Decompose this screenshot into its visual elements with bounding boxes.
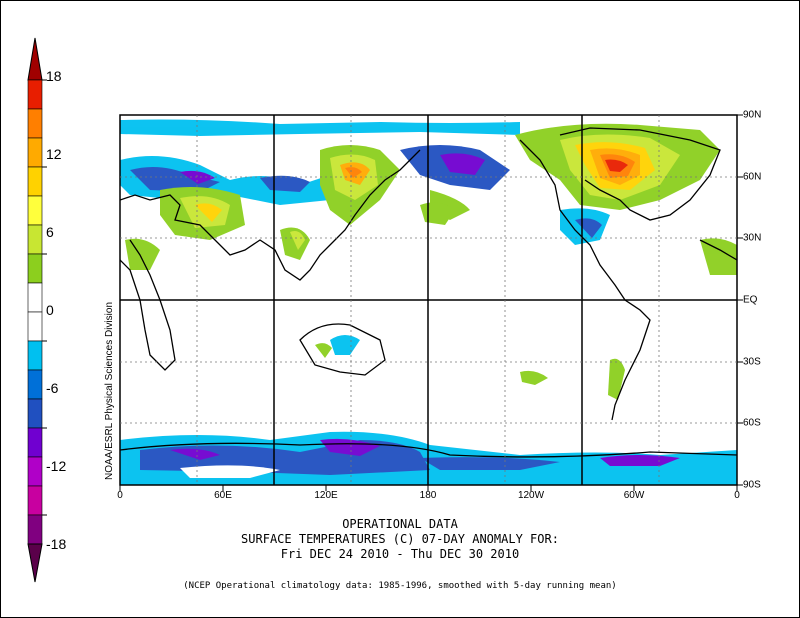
title-line-3: Fri DEC 24 2010 - Thu DEC 30 2010 xyxy=(280,547,520,561)
credit-text: NOAA/ESRL Physical Sciences Division xyxy=(104,301,115,480)
colorbar-band xyxy=(27,311,43,342)
colorbar-band xyxy=(27,369,43,400)
lat-label-90s: 90S xyxy=(743,479,761,491)
colorbar-band xyxy=(27,195,43,226)
lon-label-60w: 60W xyxy=(623,490,645,501)
colorbar-band xyxy=(27,137,43,168)
lon-label-0-right: 0 xyxy=(734,490,740,501)
lon-label-180: 180 xyxy=(419,490,437,501)
colorbar-bottom-arrow xyxy=(27,543,43,583)
colorbar-top-arrow xyxy=(27,37,43,81)
colorbar-band xyxy=(27,427,43,458)
scale-label-6: 6 xyxy=(46,224,54,240)
colorbar-band xyxy=(27,253,43,284)
colorbar-band xyxy=(27,166,43,197)
colorbar-band xyxy=(27,340,43,371)
title-line-1: OPERATIONAL DATA xyxy=(342,517,458,531)
footnote: (NCEP Operational climatology data: 1985… xyxy=(183,581,617,591)
colorbar-band xyxy=(27,282,43,313)
scale-label-18: 18 xyxy=(46,68,62,84)
colorbar-band xyxy=(27,79,43,110)
scale-label-neg12: -12 xyxy=(46,458,67,474)
lat-label-eq: EQ xyxy=(743,294,758,306)
title-line-2: SURFACE TEMPERATURES (C) 07-DAY ANOMALY … xyxy=(241,532,559,546)
lat-label-30s: 30S xyxy=(743,356,761,368)
colorbar-band xyxy=(27,224,43,255)
lon-label-0: 0 xyxy=(117,490,123,501)
colorbar-band xyxy=(27,456,43,487)
lon-label-60e: 60E xyxy=(214,490,232,501)
color-scale-bar xyxy=(27,37,47,583)
lon-label-120w: 120W xyxy=(517,490,545,501)
colorbar-band xyxy=(27,485,43,516)
scale-label-0: 0 xyxy=(46,302,54,318)
lat-label-60n: 60N xyxy=(743,171,762,183)
scale-label-12: 12 xyxy=(46,146,62,162)
lat-label-60s: 60S xyxy=(743,417,761,429)
lat-label-30n: 30N xyxy=(743,232,762,244)
scale-label-neg6: -6 xyxy=(46,380,59,396)
colorbar-band xyxy=(27,398,43,429)
scale-label-neg18: -18 xyxy=(46,536,67,552)
colorbar-band xyxy=(27,108,43,139)
lon-label-120e: 120E xyxy=(314,490,338,501)
lat-label-90n: 90N xyxy=(743,109,762,121)
